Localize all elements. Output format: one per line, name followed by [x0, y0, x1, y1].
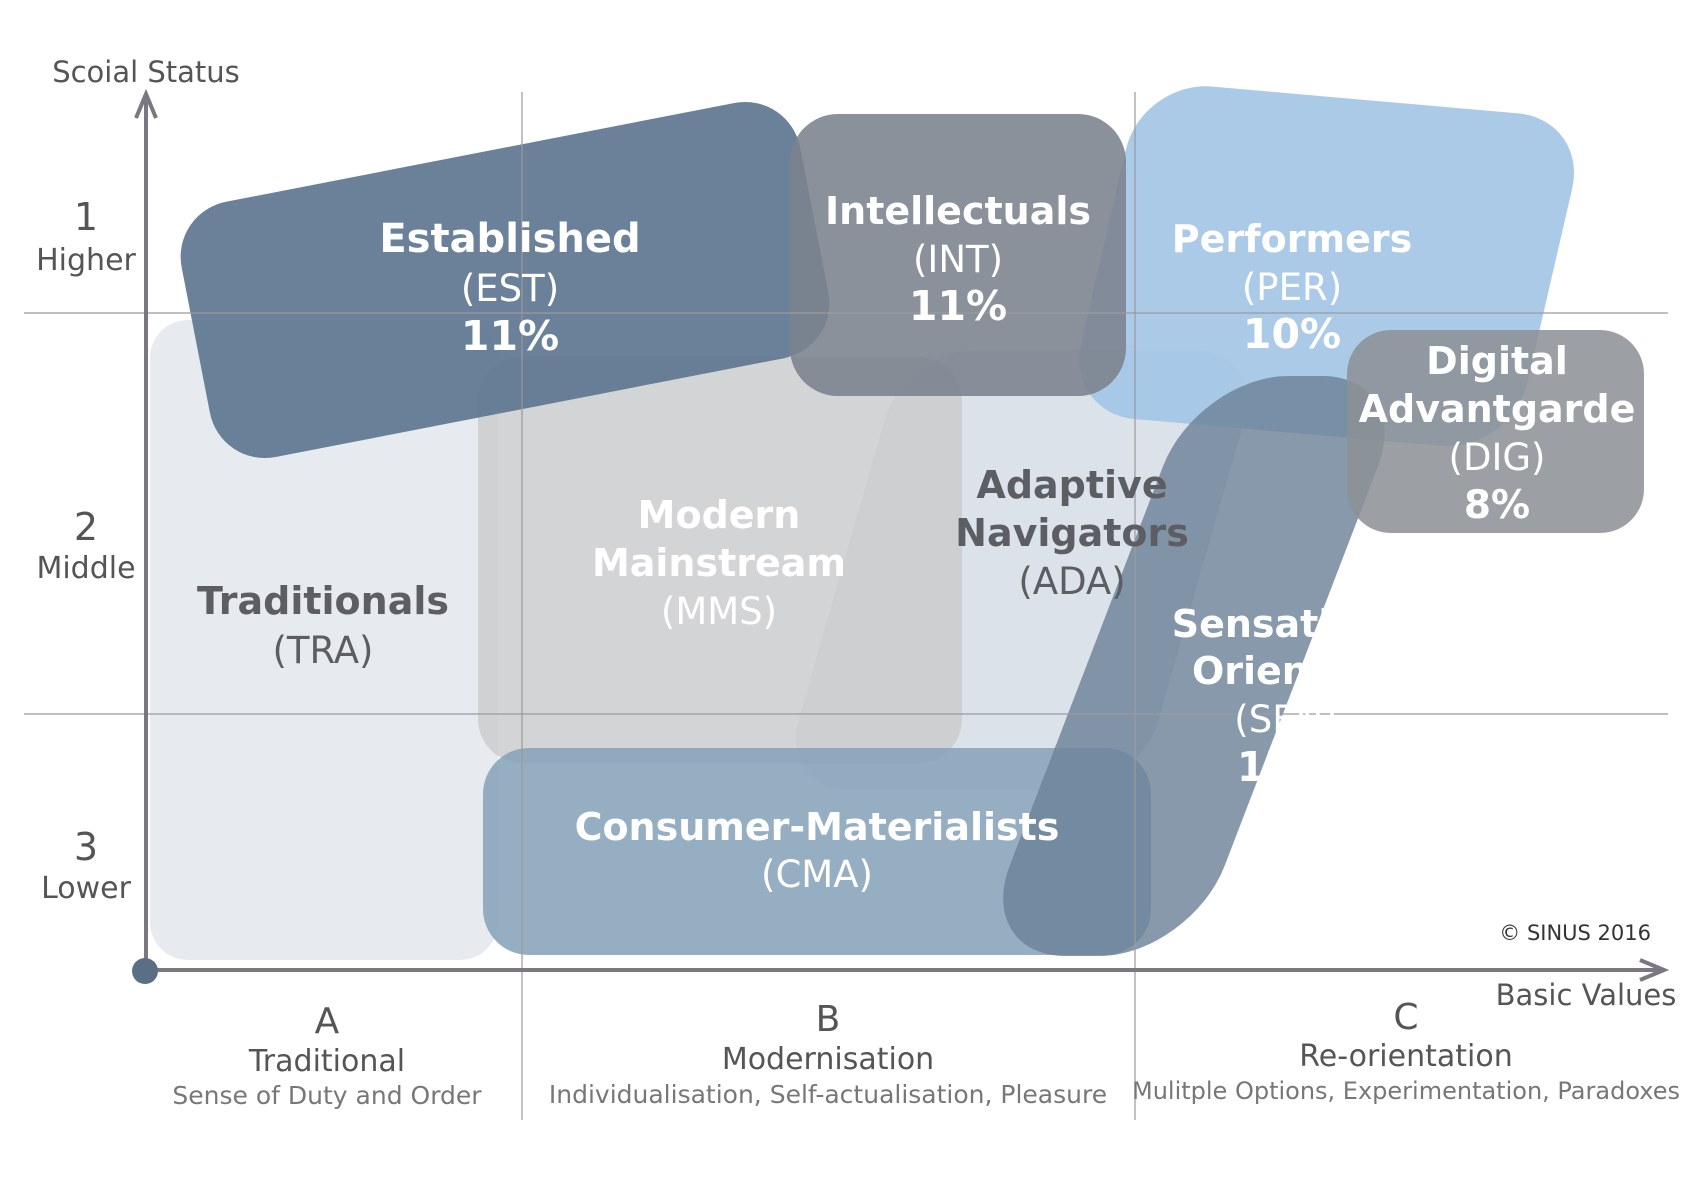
dig-name-line2: Advantgarde — [1359, 387, 1636, 431]
row-labels: 1 Higher 2 Middle 3 Lower — [36, 195, 136, 906]
column-c-desc: Mulitple Options, Experimentation, Parad… — [1132, 1077, 1680, 1105]
mms-code: (MMS) — [661, 590, 777, 633]
cma-shape — [483, 748, 1151, 955]
column-b-name: Modernisation — [722, 1042, 934, 1077]
ada-code: (ADA) — [1018, 560, 1125, 603]
est-share: 11% — [461, 312, 559, 360]
per-code: (PER) — [1242, 266, 1342, 309]
row-1-name: Higher — [36, 243, 136, 278]
row-3-number: 3 — [74, 825, 98, 869]
row-2-name: Middle — [36, 551, 135, 586]
milieu-labels: Established (EST) 11% Intellectuals (INT… — [197, 189, 1635, 896]
int-code: (INT) — [913, 238, 1003, 281]
column-b-desc: Individualisation, Self-actualisation, P… — [549, 1080, 1107, 1109]
cma-code: (CMA) — [761, 853, 873, 896]
est-code: (EST) — [461, 267, 559, 310]
sen-share: 17% — [1237, 743, 1335, 791]
est-shape — [180, 101, 830, 459]
int-share: 11% — [909, 282, 1007, 330]
row-2-number: 2 — [74, 505, 98, 549]
tra-code: (TRA) — [273, 629, 374, 672]
sen-shape — [1003, 376, 1385, 956]
dig-code: (DIG) — [1449, 436, 1546, 479]
mms-shape — [478, 357, 962, 763]
column-b-letter: B — [816, 999, 841, 1040]
dig-share: 8% — [1464, 483, 1530, 528]
y-axis-title: Scoial Status — [52, 55, 240, 89]
row-3-name: Lower — [41, 871, 132, 906]
tra-shape — [150, 320, 498, 960]
mms-name-line1: Modern — [638, 493, 801, 537]
column-a-name: Traditional — [248, 1044, 405, 1079]
per-name: Performers — [1172, 217, 1412, 261]
ada-name-line1: Adaptive — [976, 463, 1167, 507]
x-axis-title: Basic Values — [1496, 978, 1677, 1012]
column-a-desc: Sense of Duty and Order — [172, 1081, 482, 1110]
column-a-letter: A — [315, 1001, 340, 1042]
column-c-name: Re-orientation — [1299, 1039, 1512, 1074]
sen-name-line1: Sensation- — [1172, 602, 1401, 646]
axes — [134, 88, 1670, 982]
ada-name-line2: Navigators — [955, 511, 1189, 555]
est-name: Established — [379, 216, 640, 262]
mms-name-line2: Mainstream — [592, 541, 846, 585]
int-name: Intellectuals — [825, 189, 1091, 233]
axis-origin-dot — [132, 958, 158, 984]
sen-name-line2: Oriented — [1192, 649, 1380, 693]
copyright-notice: © SINUS 2016 — [1499, 921, 1651, 945]
int-shape — [790, 114, 1126, 396]
tra-name: Traditionals — [197, 579, 449, 623]
grid-lines — [24, 92, 1668, 1120]
row-1-number: 1 — [74, 195, 98, 239]
cma-name: Consumer-Materialists — [575, 805, 1060, 849]
dig-shape — [1347, 330, 1644, 533]
sen-code: (SEN) — [1234, 698, 1337, 741]
column-c-letter: C — [1393, 997, 1418, 1038]
dig-name-line1: Digital — [1426, 339, 1568, 383]
per-share: 10% — [1243, 310, 1341, 358]
column-labels: A Traditional Sense of Duty and Order B … — [172, 997, 1680, 1110]
